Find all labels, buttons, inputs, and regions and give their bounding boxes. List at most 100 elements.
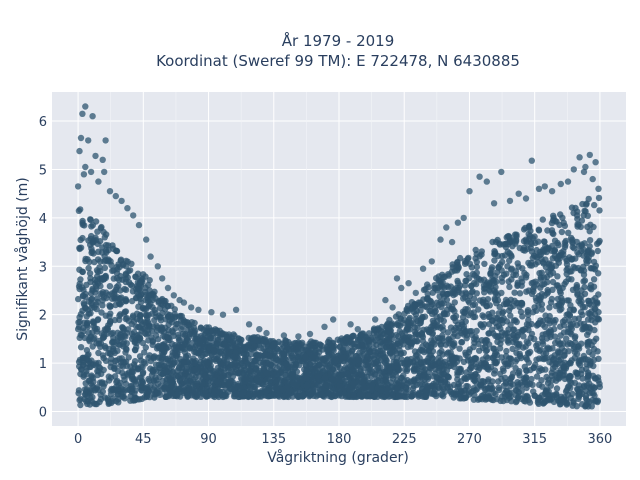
data-point — [145, 281, 152, 289]
data-point — [222, 348, 229, 355]
data-point — [83, 313, 90, 320]
data-point — [546, 304, 553, 311]
data-point — [121, 376, 128, 383]
data-point — [544, 227, 551, 234]
data-point — [127, 363, 134, 370]
data-point — [321, 323, 328, 330]
data-point — [406, 314, 413, 322]
data-point — [147, 381, 154, 389]
data-point — [271, 376, 278, 384]
data-point — [536, 270, 543, 277]
data-point — [439, 391, 446, 398]
data-point — [222, 384, 229, 392]
data-point — [205, 332, 212, 340]
data-point — [429, 317, 437, 324]
data-point — [504, 298, 511, 306]
y-tick-label: 0 — [39, 405, 47, 420]
data-point — [191, 330, 198, 337]
data-point — [314, 382, 321, 389]
data-point — [580, 382, 588, 389]
data-point — [125, 317, 132, 324]
data-point — [347, 388, 354, 395]
data-point — [516, 340, 523, 348]
data-point — [344, 370, 351, 377]
data-point — [454, 286, 461, 294]
data-point — [495, 384, 502, 391]
data-point — [306, 330, 314, 338]
data-point — [560, 329, 568, 336]
data-point — [121, 310, 128, 317]
data-point — [293, 361, 300, 369]
data-point — [456, 383, 463, 390]
data-point — [555, 337, 562, 345]
data-point — [292, 339, 299, 347]
data-point — [585, 372, 592, 379]
data-point — [185, 322, 192, 329]
data-point — [493, 300, 500, 307]
data-point — [170, 344, 178, 352]
data-point — [263, 329, 270, 337]
data-point — [102, 137, 109, 144]
data-point — [229, 339, 236, 347]
data-point — [411, 338, 418, 345]
data-point — [596, 383, 603, 391]
data-point — [163, 393, 170, 400]
data-point — [432, 390, 440, 398]
data-point — [307, 361, 314, 368]
data-point — [494, 338, 501, 345]
data-point — [130, 212, 137, 219]
data-point — [440, 326, 447, 334]
data-point — [336, 383, 343, 390]
data-point — [377, 387, 385, 394]
data-point — [383, 344, 390, 351]
data-point — [586, 151, 593, 159]
data-point — [574, 208, 581, 215]
data-point — [101, 264, 109, 272]
data-point — [549, 365, 557, 373]
data-point — [95, 386, 102, 393]
data-point — [560, 248, 567, 255]
data-point — [411, 348, 419, 355]
data-point — [148, 371, 156, 379]
data-point — [477, 378, 485, 385]
data-point — [481, 321, 488, 328]
data-point — [108, 355, 115, 362]
data-point — [468, 364, 475, 372]
data-point — [97, 258, 104, 265]
data-point — [449, 306, 457, 313]
data-point — [252, 337, 259, 344]
data-point — [525, 322, 532, 329]
data-point — [460, 214, 467, 222]
data-point — [507, 375, 514, 383]
data-point — [139, 339, 147, 347]
data-point — [180, 373, 188, 381]
data-point — [77, 311, 85, 318]
data-point — [179, 323, 186, 330]
data-point — [257, 352, 264, 359]
data-point — [470, 387, 477, 394]
data-point — [344, 381, 351, 388]
data-point — [95, 349, 102, 357]
data-point — [583, 201, 590, 208]
data-point — [109, 386, 117, 394]
data-point — [544, 286, 551, 294]
data-point — [376, 339, 384, 346]
data-point — [448, 238, 456, 246]
data-point — [517, 308, 525, 316]
data-point — [577, 267, 584, 274]
data-point — [451, 363, 458, 371]
data-point — [589, 396, 596, 404]
data-point — [555, 241, 562, 249]
data-point — [294, 356, 302, 363]
data-point — [96, 264, 103, 271]
data-point — [549, 217, 557, 224]
data-point — [558, 294, 565, 302]
data-point — [544, 316, 551, 323]
data-point — [556, 307, 563, 314]
data-point — [235, 370, 242, 377]
data-point — [77, 395, 84, 403]
data-point — [535, 227, 543, 234]
data-point — [184, 327, 191, 334]
data-point — [514, 260, 521, 267]
data-point — [389, 320, 396, 327]
